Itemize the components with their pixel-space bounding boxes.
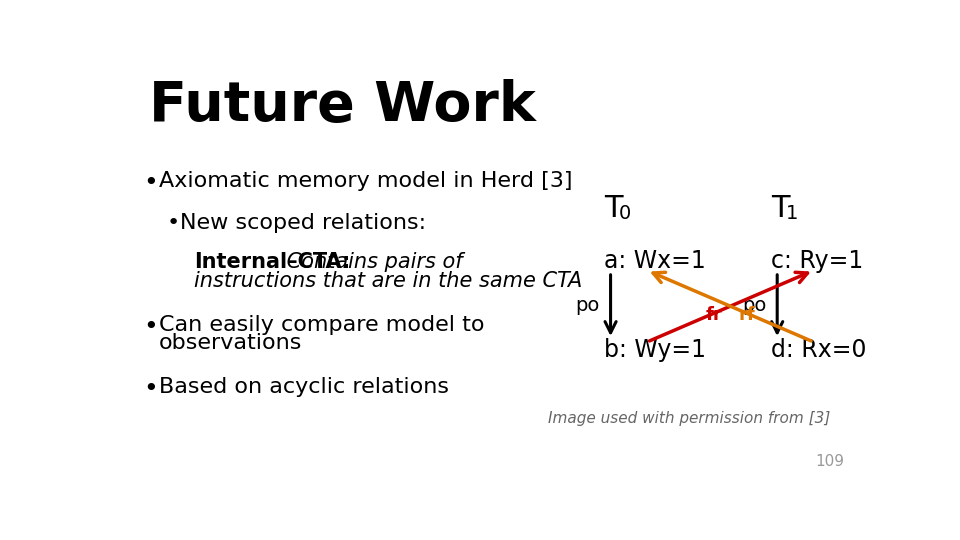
Text: Based on acyclic relations: Based on acyclic relations bbox=[158, 377, 448, 397]
Text: 0: 0 bbox=[619, 204, 632, 222]
Text: po: po bbox=[742, 296, 766, 315]
Text: Internal–CTA:: Internal–CTA: bbox=[194, 252, 350, 272]
Text: rf: rf bbox=[738, 306, 755, 323]
Text: observations: observations bbox=[158, 333, 302, 353]
Text: Axiomatic memory model in Herd [3]: Axiomatic memory model in Herd [3] bbox=[158, 171, 572, 191]
Text: T: T bbox=[771, 194, 789, 222]
Text: a: Wx=1: a: Wx=1 bbox=[605, 249, 707, 273]
Text: instructions that are in the same CTA: instructions that are in the same CTA bbox=[194, 271, 582, 291]
Text: b: Wy=1: b: Wy=1 bbox=[605, 338, 707, 362]
Text: Contains pairs of: Contains pairs of bbox=[280, 252, 463, 272]
Text: po: po bbox=[575, 296, 599, 315]
Text: 1: 1 bbox=[785, 204, 798, 222]
Text: New scoped relations:: New scoped relations: bbox=[180, 213, 426, 233]
Text: Can easily compare model to: Can easily compare model to bbox=[158, 315, 484, 335]
Text: •: • bbox=[143, 315, 158, 339]
Text: fr: fr bbox=[706, 306, 723, 323]
Text: Future Work: Future Work bbox=[150, 79, 537, 133]
Text: 109: 109 bbox=[816, 454, 845, 469]
Text: c: Ry=1: c: Ry=1 bbox=[771, 249, 863, 273]
Text: Image used with permission from [3]: Image used with permission from [3] bbox=[548, 411, 830, 426]
Text: •: • bbox=[143, 377, 158, 401]
Text: •: • bbox=[166, 213, 180, 233]
Text: T: T bbox=[605, 194, 623, 222]
Text: •: • bbox=[143, 171, 158, 195]
Text: d: Rx=0: d: Rx=0 bbox=[771, 338, 867, 362]
